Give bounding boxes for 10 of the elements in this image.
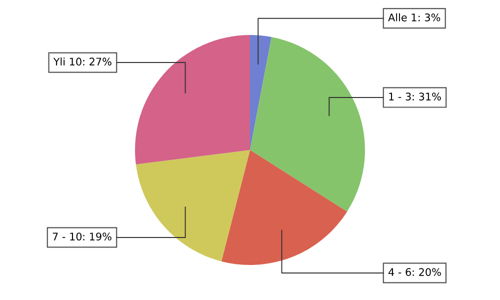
slice-label: Yli 10 <box>53 58 82 66</box>
slice-label: 4 - 6 <box>388 268 411 276</box>
data-label: : 31% <box>412 92 441 100</box>
slice-label: 7 - 10 <box>52 232 82 240</box>
data-label: : 3% <box>418 13 440 22</box>
slice-label: 1 - 3 <box>389 92 411 100</box>
data-label: : 20% <box>412 268 441 276</box>
data-label: : 27% <box>83 58 112 66</box>
data-label: : 19% <box>83 232 112 240</box>
slice-label: Alle 1 <box>388 13 416 22</box>
